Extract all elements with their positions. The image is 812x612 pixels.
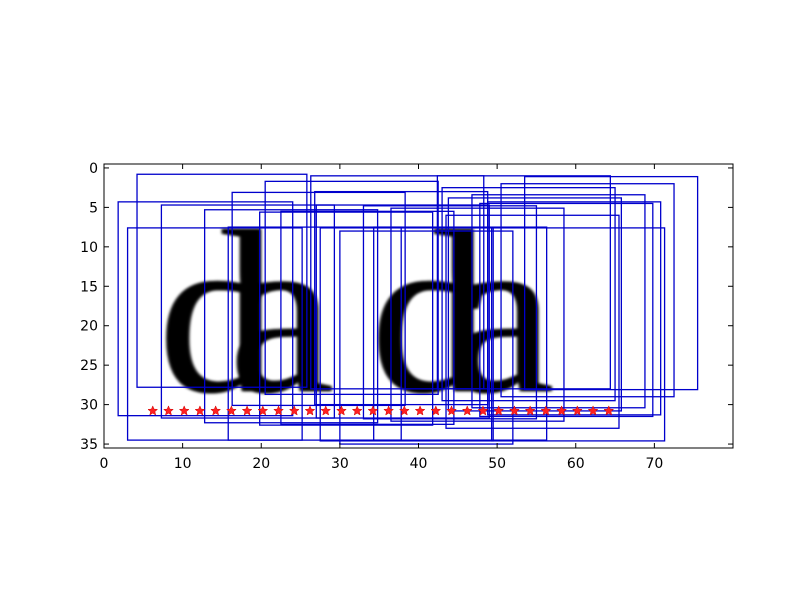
x-tick-label: 50 <box>488 456 506 472</box>
bounding-box <box>490 227 666 442</box>
y-tick-label: 10 <box>80 240 98 256</box>
glyph-d: d <box>373 182 490 442</box>
data-point <box>194 405 206 416</box>
bounding-box <box>319 227 494 442</box>
bounding-box <box>471 194 646 409</box>
data-point <box>414 405 426 416</box>
bounding-box <box>259 211 434 426</box>
glyph-d: d <box>161 182 278 442</box>
glyph-a: a <box>448 182 552 442</box>
data-point <box>288 405 300 416</box>
bounding-box <box>373 226 548 441</box>
data-point <box>587 405 599 416</box>
y-tick-label: 5 <box>89 200 98 216</box>
y-tick-label: 30 <box>80 398 98 414</box>
bounding-box <box>231 191 406 407</box>
glyph-a: a <box>452 182 556 442</box>
y-tick-label: 35 <box>80 437 98 453</box>
x-tick-label: 70 <box>645 456 663 472</box>
bounding-box <box>447 197 623 412</box>
x-tick-label: 40 <box>410 456 428 472</box>
x-tick-label: 60 <box>567 456 585 472</box>
bounding-box <box>203 209 379 424</box>
data-point <box>540 405 552 416</box>
bounding-box <box>280 210 455 425</box>
bounding-box <box>390 207 565 422</box>
data-point <box>430 405 442 416</box>
glyph-d: d <box>370 182 487 442</box>
bounding-box <box>362 205 538 420</box>
bounding-box <box>136 173 308 388</box>
y-tick-label: 0 <box>89 161 98 177</box>
data-point <box>524 405 536 416</box>
glyph-a: a <box>230 182 334 442</box>
data-point <box>147 405 159 416</box>
data-point <box>571 405 583 416</box>
x-tick-label: 0 <box>100 456 109 472</box>
bounding-box <box>160 204 336 419</box>
glyph-a: a <box>450 182 554 442</box>
data-point <box>163 405 174 416</box>
glyph-a: a <box>231 182 335 442</box>
bounding-box <box>500 183 675 398</box>
x-tick-label: 30 <box>331 456 349 472</box>
bounding-box <box>264 180 439 396</box>
bounding-box <box>441 187 616 402</box>
y-tick-label: 15 <box>80 279 98 295</box>
glyph-d: d <box>159 182 276 442</box>
data-point <box>241 405 253 416</box>
data-point <box>383 405 394 416</box>
y-tick-label: 25 <box>80 358 98 374</box>
bounding-box <box>436 175 611 390</box>
data-point <box>493 405 505 416</box>
data-point <box>257 405 269 416</box>
data-point <box>367 405 379 416</box>
data-point <box>446 405 457 416</box>
data-point <box>178 405 190 416</box>
data-point <box>304 405 316 416</box>
bounding-box <box>445 214 620 429</box>
data-point <box>477 405 489 416</box>
y-tick-label: 20 <box>80 319 98 335</box>
data-point <box>509 405 520 416</box>
x-tick-label: 10 <box>174 456 192 472</box>
bounding-box <box>315 204 490 419</box>
data-point <box>398 405 410 416</box>
data-point <box>351 405 363 416</box>
bounding-box <box>479 202 654 418</box>
data-point <box>226 405 237 416</box>
bounding-box <box>117 201 294 417</box>
data-point <box>556 405 567 416</box>
bounding-box <box>126 227 303 441</box>
x-tick-label: 20 <box>252 456 270 472</box>
data-point <box>273 405 284 416</box>
bounding-box <box>523 175 699 391</box>
data-point <box>320 405 332 416</box>
glyph-d: d <box>157 182 274 442</box>
data-point <box>461 405 473 416</box>
bounding-box <box>339 230 514 445</box>
bounding-box <box>310 175 485 390</box>
data-point <box>336 405 347 416</box>
data-point <box>603 405 615 416</box>
data-point <box>210 405 222 416</box>
